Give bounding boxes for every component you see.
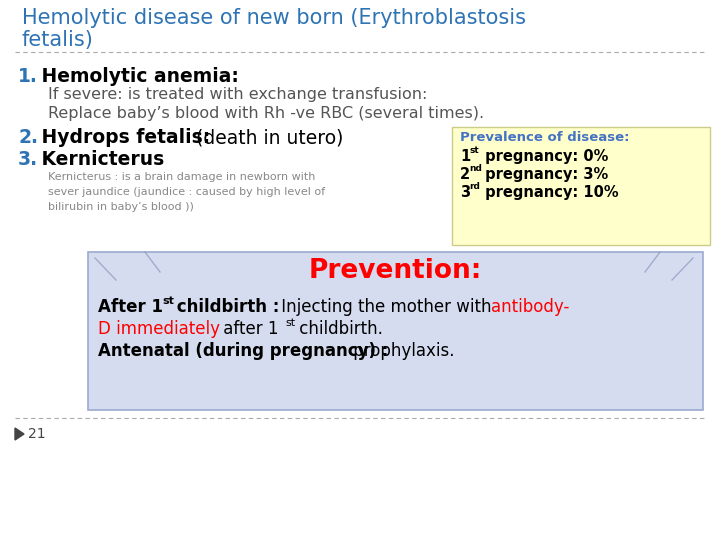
Text: st: st bbox=[162, 296, 174, 306]
Text: 2: 2 bbox=[460, 167, 470, 182]
Text: Hemolytic disease of new born (Erythroblastosis: Hemolytic disease of new born (Erythrobl… bbox=[22, 8, 526, 28]
Text: Prevention:: Prevention: bbox=[309, 258, 482, 284]
Text: Hemolytic anemia:: Hemolytic anemia: bbox=[35, 67, 239, 86]
Text: Hydrops fetalis:: Hydrops fetalis: bbox=[35, 128, 210, 147]
Text: 21: 21 bbox=[28, 427, 45, 441]
Text: nd: nd bbox=[469, 164, 482, 173]
FancyBboxPatch shape bbox=[452, 127, 710, 245]
Text: pregnancy: 0%: pregnancy: 0% bbox=[480, 149, 608, 164]
Text: 3.: 3. bbox=[18, 150, 38, 169]
Text: pregnancy: 3%: pregnancy: 3% bbox=[480, 167, 608, 182]
Text: After 1: After 1 bbox=[98, 298, 163, 316]
FancyBboxPatch shape bbox=[88, 252, 703, 410]
Text: childbirth.: childbirth. bbox=[294, 320, 383, 338]
Text: 2.: 2. bbox=[18, 128, 38, 147]
Text: antibody-: antibody- bbox=[491, 298, 570, 316]
Text: 3: 3 bbox=[460, 185, 470, 200]
Polygon shape bbox=[15, 428, 24, 440]
Text: Replace baby’s blood with Rh -ve RBC (several times).: Replace baby’s blood with Rh -ve RBC (se… bbox=[48, 106, 484, 121]
Text: fetalis): fetalis) bbox=[22, 30, 94, 50]
Text: 1: 1 bbox=[460, 149, 470, 164]
Text: after 1: after 1 bbox=[218, 320, 279, 338]
Text: Kernicterus: Kernicterus bbox=[35, 150, 164, 169]
Text: 1.: 1. bbox=[18, 67, 38, 86]
Text: Injecting the mother with: Injecting the mother with bbox=[276, 298, 497, 316]
Text: prophylaxis.: prophylaxis. bbox=[348, 342, 454, 360]
Text: childbirth :: childbirth : bbox=[171, 298, 279, 316]
Text: pregnancy: 10%: pregnancy: 10% bbox=[480, 185, 618, 200]
Text: If severe: is treated with exchange transfusion:: If severe: is treated with exchange tran… bbox=[48, 87, 428, 102]
Text: st: st bbox=[285, 318, 295, 328]
Text: Kernicterus : is a brain damage in newborn with
sever jaundice (jaundice : cause: Kernicterus : is a brain damage in newbo… bbox=[48, 172, 325, 212]
Text: Prevalence of disease:: Prevalence of disease: bbox=[460, 131, 629, 144]
Text: rd: rd bbox=[469, 182, 480, 191]
Text: (death in utero): (death in utero) bbox=[190, 128, 343, 147]
Text: Antenatal (during pregnancy) :: Antenatal (during pregnancy) : bbox=[98, 342, 388, 360]
Text: st: st bbox=[469, 146, 479, 155]
Text: D immediately: D immediately bbox=[98, 320, 220, 338]
